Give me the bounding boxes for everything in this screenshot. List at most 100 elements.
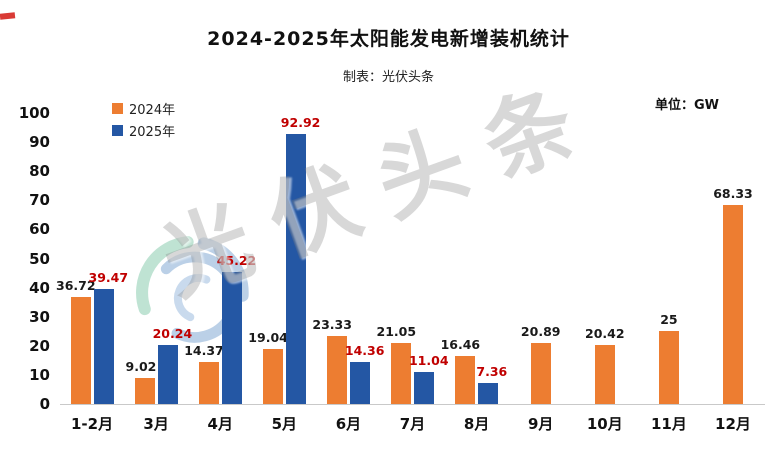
bar-value-label: 68.33 (713, 186, 753, 202)
bar-2025年-5月 (285, 133, 306, 404)
bar-slot: 11.04 (409, 113, 449, 404)
bar-slot: 9.02 (126, 113, 156, 404)
x-axis-label-11月: 11月 (650, 415, 687, 433)
bar-2024年-6月 (326, 336, 347, 404)
legend-swatch (112, 102, 123, 114)
x-axis-label-10月: 10月 (586, 415, 623, 433)
x-axis-label-8月: 8月 (463, 415, 490, 433)
bar-slot: 19.04 (248, 113, 288, 404)
bar-value-label: 25 (660, 312, 678, 328)
bar-2024年-10月 (594, 344, 615, 404)
bar-slot: 20.89 (521, 113, 560, 404)
bar-group-9月: 20.89 (509, 113, 573, 404)
bar-slot: 36.72 (56, 113, 96, 404)
bar-slot: 25 (658, 113, 679, 404)
bar-value-label: 20.89 (520, 324, 561, 340)
bar-value-label: 16.46 (440, 337, 481, 353)
bar-value-label: 23.33 (312, 317, 352, 333)
bar-2024年-7月 (391, 342, 412, 404)
bar-2024年-1-2月 (70, 297, 91, 404)
bar-slot: 20.24 (153, 113, 192, 404)
bar-value-label: 7.36 (476, 363, 508, 379)
legend-label: 2025年 (129, 124, 176, 140)
x-axis-label-6月: 6月 (335, 415, 362, 433)
x-axis-label-9月: 9月 (527, 415, 554, 433)
bar-value-label: 20.42 (585, 325, 625, 341)
y-tick-label: 40 (29, 278, 50, 297)
bar-slot: 7.36 (476, 113, 507, 404)
y-tick-label: 20 (29, 336, 50, 355)
bar-value-label: 39.47 (88, 270, 129, 286)
x-axis-label-1-2月: 1-2月 (70, 415, 114, 433)
bar-2025年-8月 (478, 382, 499, 404)
bar-group-8月: 16.46 7.36 (441, 113, 509, 404)
y-axis: 0 10 20 30 40 50 60 70 80 90 100 (6, 104, 50, 413)
bar-2025年-1-2月 (93, 289, 114, 404)
bar-value-label: 92.92 (280, 114, 321, 130)
bar-group-4月: 14.37 45.22 (184, 113, 256, 404)
y-tick-label: 50 (29, 249, 50, 268)
bar-2024年-5月 (262, 348, 283, 404)
y-tick-label: 90 (29, 133, 50, 152)
y-tick-label: 10 (29, 365, 50, 384)
x-axis-label-3月: 3月 (143, 415, 169, 433)
bar-value-label: 19.04 (248, 329, 288, 345)
y-tick-label: 80 (29, 162, 50, 181)
bar-2024年-11月 (658, 331, 679, 404)
bar-value-label: 45.22 (216, 253, 257, 269)
bar-value-label: 14.36 (344, 343, 385, 359)
legend-swatch (112, 124, 123, 136)
bar-slot: 39.47 (89, 113, 128, 404)
x-axis-label-5月: 5月 (271, 415, 298, 433)
bar-2025年-6月 (349, 362, 370, 404)
bar-group-10月: 20.42 (573, 113, 637, 404)
bar-group-11月: 25 (637, 113, 701, 404)
bar-2024年-4月 (198, 362, 219, 404)
bar-2024年-8月 (455, 356, 476, 404)
bar-value-label: 9.02 (125, 358, 157, 374)
legend-item-2025年: 2025年 (112, 119, 175, 141)
bar-slot: 20.42 (585, 113, 625, 404)
bar-group-12月: 68.33 (701, 113, 765, 404)
x-axis-label-12月: 12月 (715, 415, 751, 433)
y-tick-label: 70 (29, 191, 50, 210)
bar-value-label: 21.05 (376, 323, 417, 339)
bar-value-label: 11.04 (408, 352, 449, 368)
y-tick-label: 0 (39, 395, 50, 413)
bar-group-3月: 9.02 20.24 (124, 113, 192, 404)
bar-slot: 45.22 (217, 113, 256, 404)
bar-2024年-12月 (722, 205, 743, 404)
bar-2025年-4月 (221, 272, 242, 404)
x-axis-label-4月: 4月 (207, 415, 233, 433)
bar-2024年-9月 (530, 343, 551, 404)
bar-slot: 68.33 (713, 113, 753, 404)
bar-2024年-3月 (134, 377, 155, 404)
bar-value-label: 14.37 (184, 343, 224, 359)
bar-slot: 14.36 (345, 113, 384, 404)
unit-label: 单位：GW (654, 98, 719, 113)
bar-slot: 21.05 (376, 113, 416, 404)
bar-value-label: 36.72 (56, 278, 96, 294)
bar-value-label: 20.24 (152, 326, 193, 342)
bar-2025年-3月 (157, 345, 178, 404)
plot-area: 36.72 39.47 9.02 20.24 14.37 45.22 19.04 92.92 2… (56, 113, 765, 405)
x-axis-label-7月: 7月 (399, 415, 426, 433)
chart-subtitle: 制表：光伏头条 (342, 70, 434, 85)
bar-group-5月: 19.04 92.92 (248, 113, 320, 404)
y-tick-label: 100 (18, 104, 50, 122)
bar-slot: 16.46 (441, 113, 480, 404)
bar-group-1-2月: 36.72 39.47 (56, 113, 128, 404)
legend: 2024年 2025年 (112, 97, 175, 141)
chart-title: 2024-2025年太阳能发电新增装机统计 (207, 28, 570, 50)
legend-label: 2024年 (129, 102, 176, 118)
bar-group-7月: 21.05 11.04 (376, 113, 449, 404)
y-tick-label: 60 (29, 220, 50, 239)
bar-slot: 92.92 (281, 113, 320, 404)
bar-2025年-7月 (414, 371, 435, 404)
bar-slot: 23.33 (312, 113, 352, 404)
y-tick-label: 30 (29, 307, 50, 326)
bar-group-6月: 23.33 14.36 (312, 113, 384, 404)
bar-slot: 14.37 (184, 113, 224, 404)
legend-item-2024年: 2024年 (112, 97, 175, 119)
